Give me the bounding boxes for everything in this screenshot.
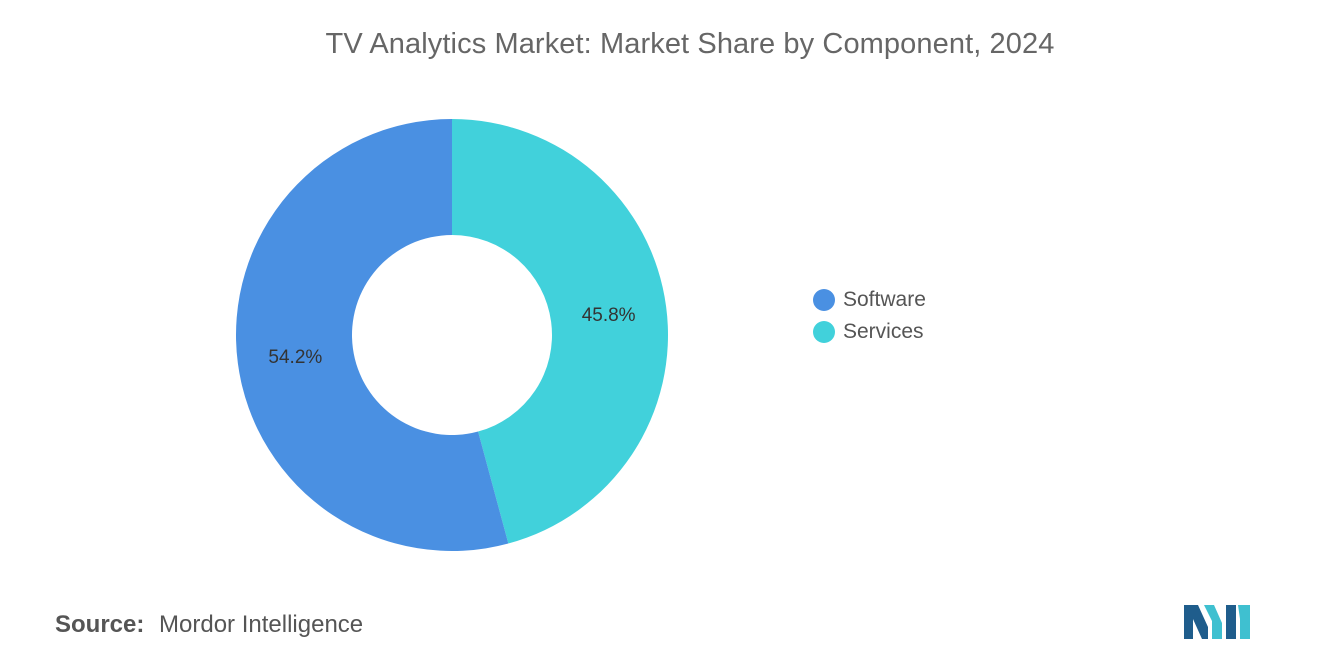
chart-title: TV Analytics Market: Market Share by Com… <box>325 28 1055 60</box>
chart-legend: Software Services <box>813 284 926 348</box>
source-text: Mordor Intelligence <box>159 611 364 638</box>
legend-item-services[interactable]: Services <box>813 316 926 348</box>
mordor-intelligence-logo-icon <box>1184 605 1250 639</box>
source-label: Source: <box>55 611 145 638</box>
source-footnote: Source: Mordor Intelligence <box>55 611 363 639</box>
legend-label-services: Services <box>843 320 924 343</box>
data-label-software: 54.2% <box>268 347 322 368</box>
legend-swatch-software <box>813 289 835 311</box>
donut-slice-software[interactable] <box>235 119 509 552</box>
legend-label-software: Software <box>843 288 926 311</box>
data-label-services: 45.8% <box>582 305 636 326</box>
donut-slice-services[interactable] <box>452 119 668 544</box>
legend-swatch-services <box>813 321 835 343</box>
legend-item-software[interactable]: Software <box>813 284 926 316</box>
